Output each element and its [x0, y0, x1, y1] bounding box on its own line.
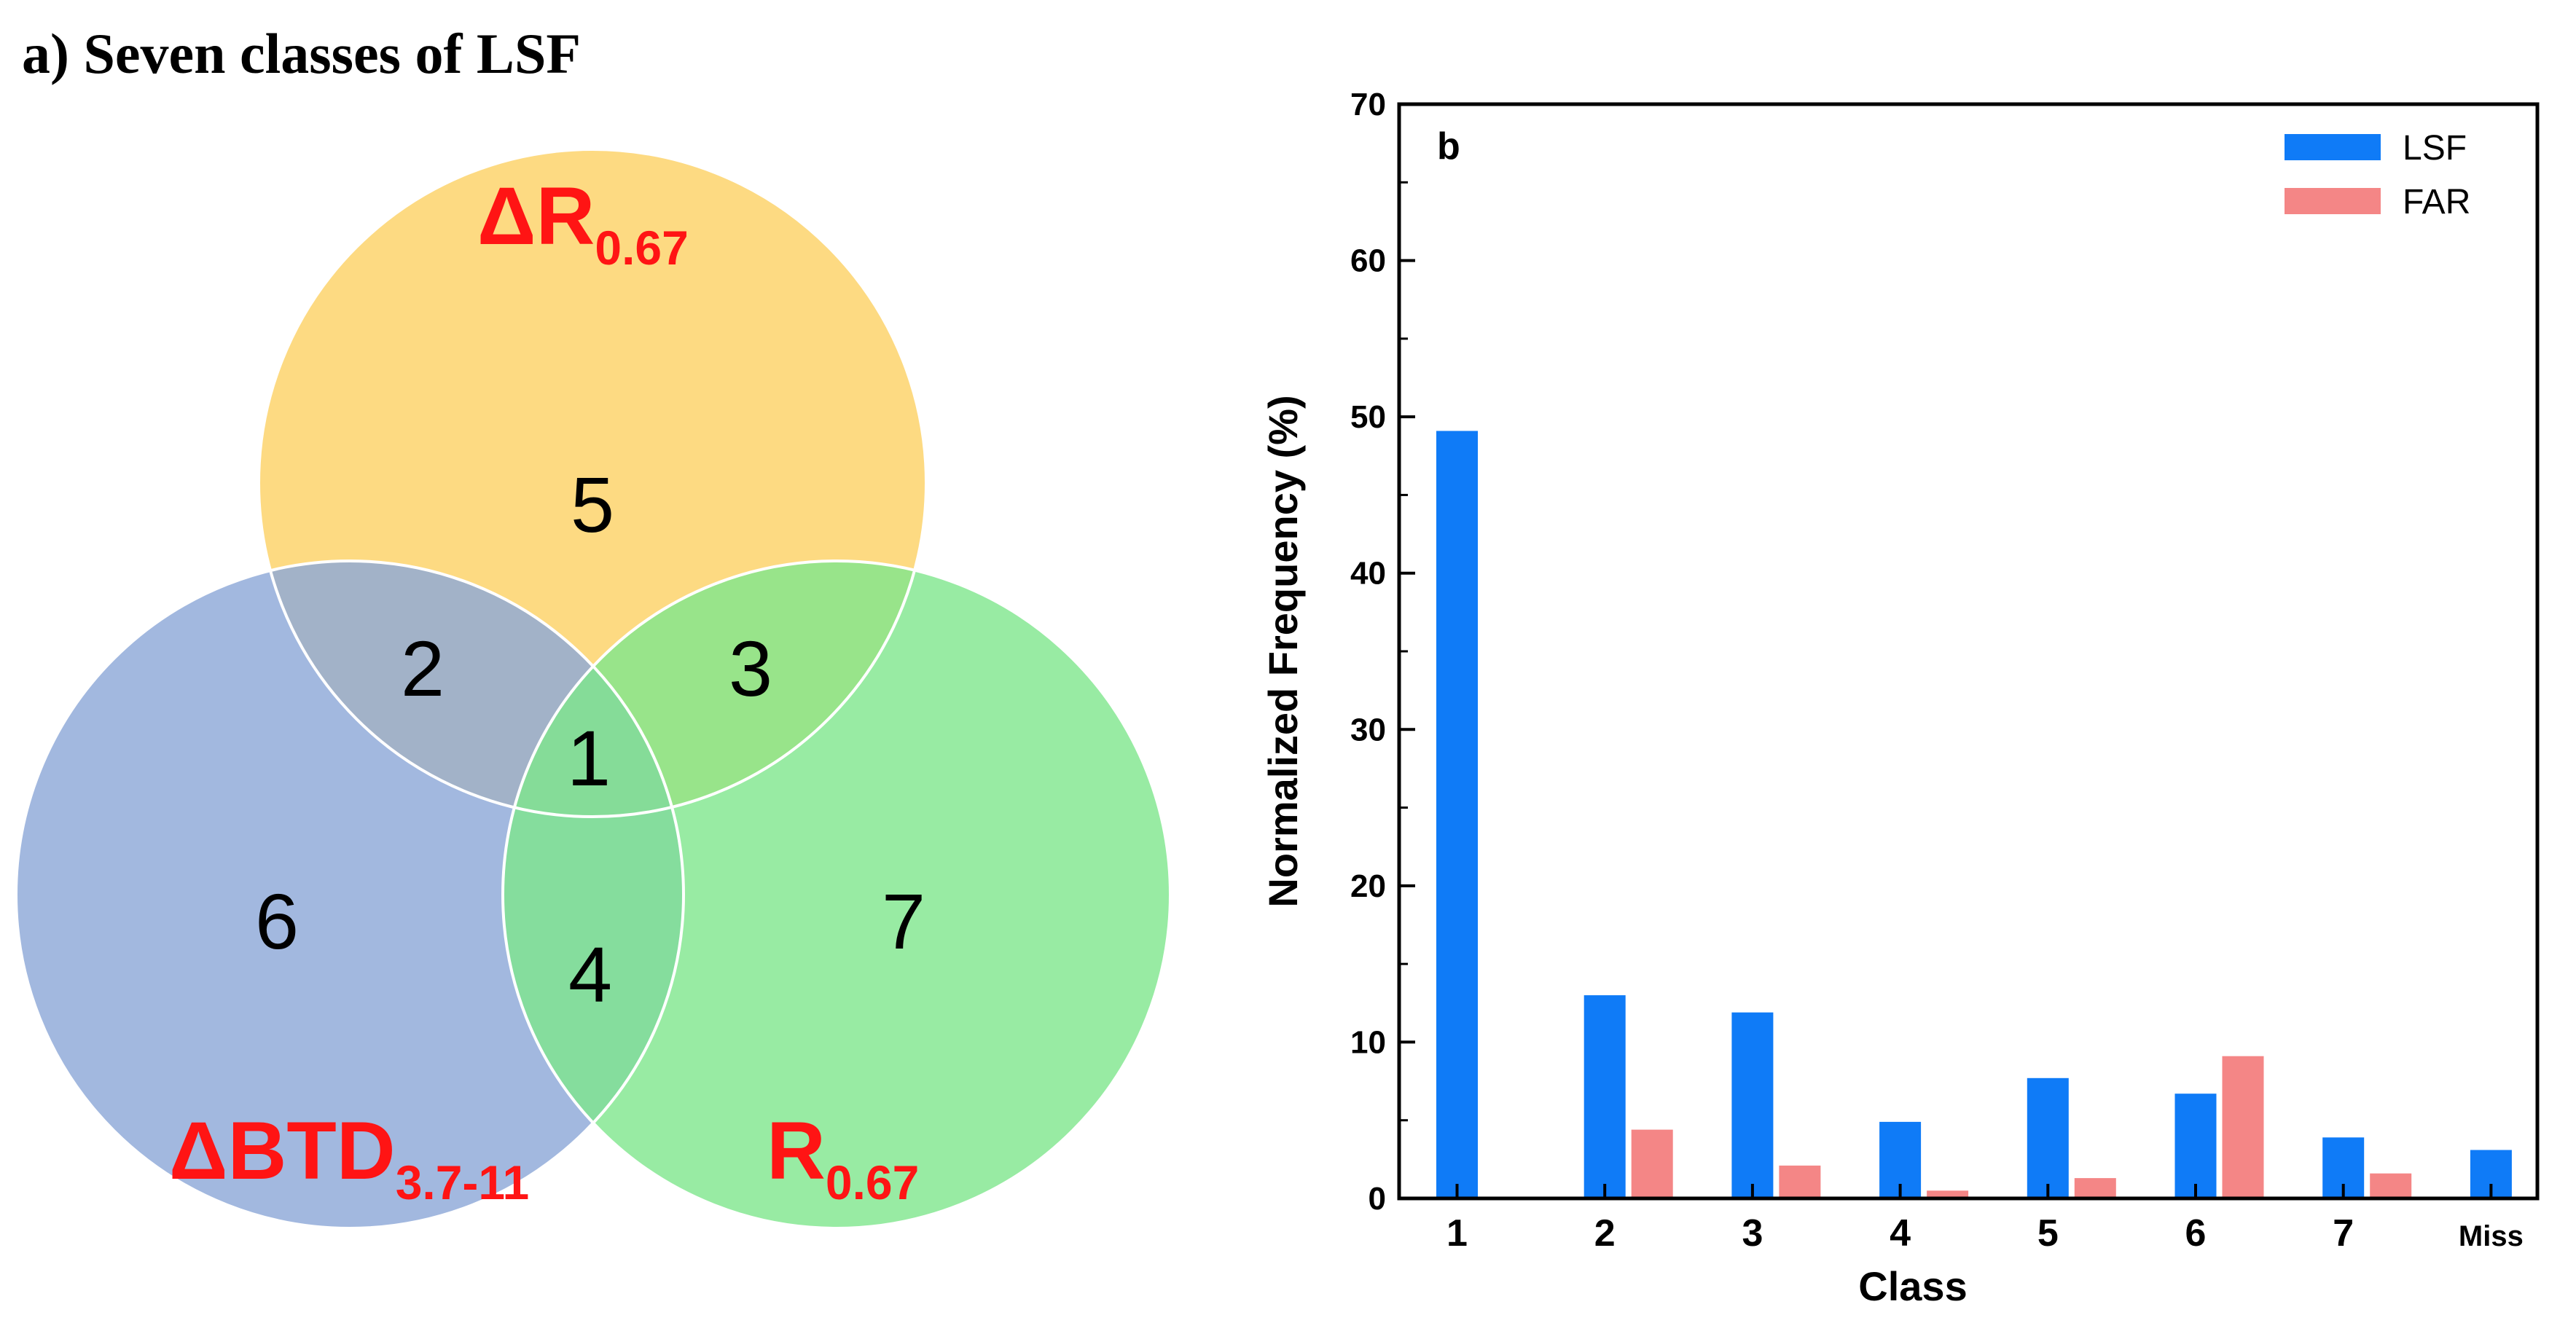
bar-lsf-6: [2174, 1094, 2217, 1198]
bar-lsf-1: [1436, 431, 1478, 1198]
bar-far-6: [2222, 1056, 2264, 1198]
venn-outline-top: [257, 148, 928, 818]
x-tick-label-5: 5: [2037, 1212, 2059, 1255]
bar-far-2: [1631, 1129, 1673, 1198]
bar-lsf-2: [1583, 995, 1626, 1198]
chart-ticks: 0 10 20 30 40 50 60 70 1 2 3 4 5 6 7 Miss: [1350, 87, 2524, 1255]
y-tick-label-10: 10: [1350, 1024, 1386, 1060]
venn-circle-left: [16, 561, 684, 1228]
venn-label-top: ΔR0.67: [477, 170, 689, 275]
venn-outlines: [15, 148, 1172, 1230]
legend: LSF FAR: [2285, 129, 2470, 221]
venn-region-4: 4: [568, 930, 612, 1018]
y-tick-label-30: 30: [1350, 712, 1386, 747]
y-tick-label-0: 0: [1369, 1181, 1386, 1217]
x-tick-label-2: 2: [1594, 1212, 1616, 1255]
bar-far-4: [1927, 1190, 1969, 1198]
legend-swatch-lsf: [2285, 134, 2381, 160]
x-tick-label-7: 7: [2333, 1212, 2354, 1255]
venn-region-1: 1: [567, 714, 611, 802]
venn-label-right: R0.67: [767, 1105, 919, 1209]
venn-label-left: ΔBTD3.7-11: [169, 1105, 529, 1209]
y-axis-label: Normalized Frequency (%): [1260, 395, 1306, 907]
y-tick-label-60: 60: [1350, 243, 1386, 279]
y-tick-label-40: 40: [1350, 556, 1386, 592]
x-tick-label-miss: Miss: [2459, 1220, 2524, 1252]
venn-region-3: 3: [729, 624, 772, 712]
x-tick-label-4: 4: [1890, 1212, 1911, 1255]
panel-label-b: b: [1437, 125, 1460, 168]
venn-region-7: 7: [882, 877, 925, 965]
bar-chart: 0 10 20 30 40 50 60 70 1 2 3 4 5 6 7 Miss b LSF FAR Cla…: [1260, 87, 2540, 1309]
bar-far-5: [2074, 1178, 2116, 1198]
chart-bars: [1436, 431, 2512, 1198]
y-tick-label-20: 20: [1350, 868, 1386, 904]
x-tick-label-6: 6: [2185, 1212, 2207, 1255]
x-tick-label-3: 3: [1742, 1212, 1763, 1255]
x-tick-label-1: 1: [1446, 1212, 1468, 1255]
venn-region-5: 5: [571, 460, 614, 549]
venn-circle-right: [503, 561, 1170, 1228]
venn-title: a) Seven classes of LSF: [22, 22, 581, 85]
venn-region-2: 2: [401, 624, 445, 712]
y-tick-label-70: 70: [1350, 87, 1386, 122]
venn-outline-right: [501, 560, 1172, 1230]
venn-outline-left: [15, 560, 685, 1230]
venn-panel: a) Seven classes of LSF 5 2 3 1 6 7 4 ΔR…: [15, 22, 1172, 1230]
x-axis-label: Class: [1858, 1263, 1967, 1309]
y-tick-label-50: 50: [1350, 399, 1386, 435]
bar-lsf-5: [2027, 1077, 2069, 1198]
legend-swatch-far: [2285, 188, 2381, 214]
venn-region-6: 6: [255, 877, 299, 965]
plot-frame: [1397, 102, 2540, 1201]
bar-lsf-3: [1731, 1012, 1774, 1198]
legend-label-lsf: LSF: [2403, 129, 2467, 168]
bar-far-3: [1779, 1165, 1821, 1198]
bar-far-7: [2370, 1173, 2412, 1198]
legend-label-far: FAR: [2403, 183, 2470, 221]
